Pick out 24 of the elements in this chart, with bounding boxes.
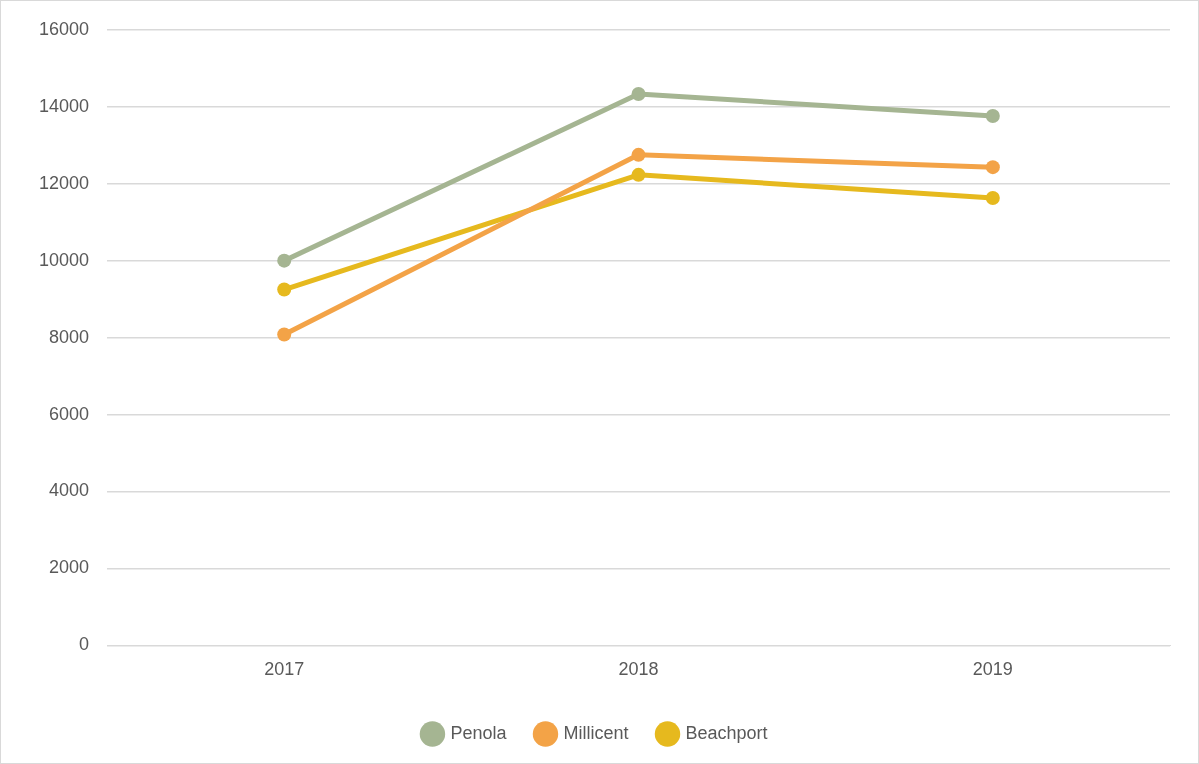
- point: [277, 282, 292, 297]
- point: [277, 253, 292, 268]
- x-tick-label: 2018: [618, 659, 659, 680]
- y-tick-label: 12000: [38, 172, 90, 193]
- point: [631, 167, 646, 182]
- point: [277, 327, 292, 342]
- y-tick-label: 6000: [49, 403, 90, 424]
- x-tick-label: 2019: [972, 659, 1013, 680]
- point: [985, 160, 1000, 175]
- legend-label: Beachport: [685, 722, 768, 743]
- y-tick-label: 14000: [38, 95, 90, 116]
- point: [631, 147, 646, 162]
- legend-label: Penola: [450, 722, 508, 743]
- y-tick-label: 8000: [49, 326, 90, 347]
- point: [631, 87, 646, 102]
- y-tick-label: 16000: [38, 18, 90, 39]
- legend-label: Millicent: [563, 722, 629, 743]
- y-tick-label: 2000: [49, 557, 90, 578]
- y-tick-label: 4000: [49, 480, 90, 501]
- y-tick-label: 10000: [38, 249, 90, 270]
- point: [985, 108, 1000, 123]
- point: [985, 190, 1000, 205]
- x-tick-label: 2017: [264, 659, 305, 680]
- y-tick-label: 0: [79, 634, 90, 655]
